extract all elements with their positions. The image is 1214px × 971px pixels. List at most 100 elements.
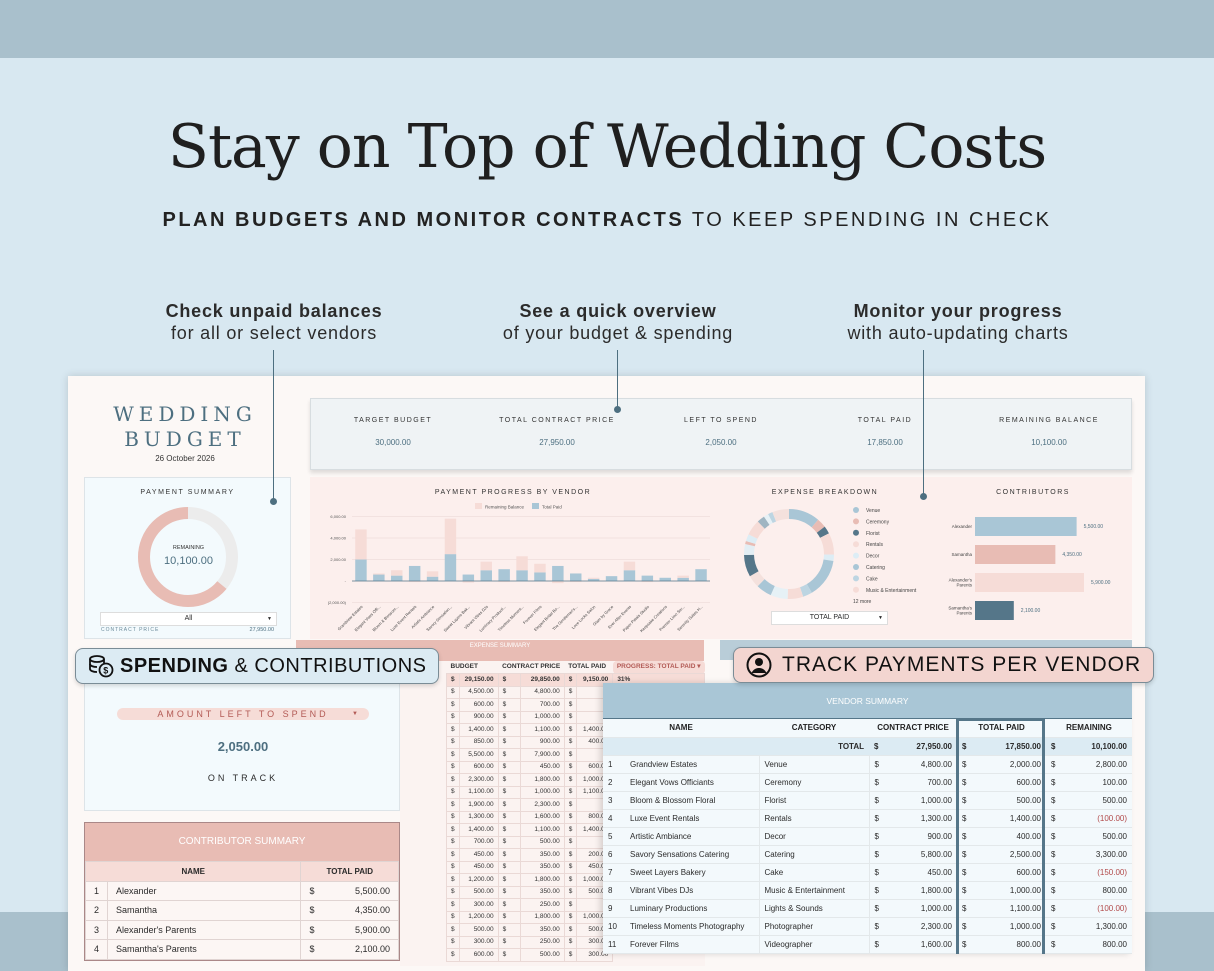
bar-total-paid [641,575,654,581]
legend-label: Ceremony [866,519,890,525]
bar-remaining [570,581,582,583]
metric-selector[interactable]: AMOUNT LEFT TO SPEND ▼ [117,708,369,720]
subtitle-bold: PLAN BUDGETS AND MONITOR CONTRACTS [162,209,685,231]
vendor-row[interactable]: 4 Luxe Event Rentals Rentals $1,300.00 $1,40… [603,809,1132,828]
callout-line [273,350,274,500]
bar-remaining [355,529,367,560]
callout-dot [614,406,621,413]
vendor-row[interactable]: 5 Artistic Ambiance Decor $900.00 $400.00 $50… [603,827,1132,846]
expense-row: $600.00 $500.00 $300.00 [446,948,705,962]
payment-donut [138,507,238,607]
progress-selector[interactable]: PROGRESS: TOTAL PAID ▾ [612,661,705,674]
kpi-label: LEFT TO SPEND [684,417,758,424]
column-header: CONTRACT PRICE [502,663,561,670]
callout-line [617,350,618,408]
expense-row: $5,500.00$7,900.00$- [446,748,705,762]
hero-subtitle: PLAN BUDGETS AND MONITOR CONTRACTS TO KE… [0,209,1214,232]
kpi-4: REMAINING BALANCE 10,100.00 [967,399,1131,469]
donut-paid-segment [138,507,238,607]
track-payments-badge: TRACK PAYMENTS PER VENDOR [733,647,1155,683]
contributor-label: Parents [956,611,972,616]
callout-dot [920,493,927,500]
vendor-row[interactable]: 9 Luminary Productions Lights & Sounds $1,0… [603,899,1132,918]
wedding-date: 26 October 2026 [155,454,215,463]
bar-remaining [408,581,421,583]
bar-remaining [426,571,439,577]
left-to-spend-value: 2,050.00 [217,739,269,754]
expense-header-row: BUDGET CONTRACT PRICE TOTAL PAID PROGRESS: … [447,661,705,674]
coins-icon: $ [89,655,114,678]
expense-row: $300.00 $250.00 $300.00 [446,935,705,949]
contributor-row: 2 Samantha $4,350.00 [84,900,399,921]
contributor-row: 3 Alexander's Parents $5,900.00 [84,919,399,940]
legend-dot [853,575,859,582]
bar-remaining [444,518,457,555]
bar-total-paid [444,554,457,581]
pie-chart-title: EXPENSE BREAKDOWN [772,489,878,496]
contributor-header-row: NAME TOTAL PAID [84,861,399,882]
bar-total-paid [408,565,421,581]
status-label: ON TRACK [207,773,279,783]
legend-label: Venue [866,508,880,514]
legend-swatch [475,503,482,509]
vendor-summary-title: VENDOR SUMMARY [603,683,1132,719]
expense-metric-dropdown[interactable]: TOTAL PAID ▼ [771,611,888,625]
bar-remaining [516,556,528,571]
contributor-bar [975,545,1056,564]
left-to-spend-card: AMOUNT LEFT TO SPEND ▼ 2,050.00 ON TRACK [84,680,400,811]
legend-label: Total Paid [542,505,562,510]
legend-dot [853,541,859,548]
y-tick-label: 2,000.00 [330,557,346,562]
callout-dot [270,498,277,505]
column-header: BUDGET [450,663,478,670]
contributor-value: 5,500.00 [1084,524,1104,530]
hero-title: Stay on Top of Wedding Costs [167,112,1047,182]
expense-row: $2,300.00 $1,800.00 $1,000.00 [446,773,705,787]
kpi-value: 17,850.00 [867,438,903,447]
expense-row: $600.00$700.00$- [446,698,705,712]
y-tick-label: 6,000.00 [330,514,346,519]
legend-dot [853,586,859,593]
bar-total-paid [605,576,618,581]
charts-area: PAYMENT PROGRESS BY VENDOR Remaining Bala… [310,477,1132,639]
legend-dot [853,507,859,513]
kpi-label: TOTAL CONTRACT PRICE [499,417,615,424]
bar-total-paid [462,574,475,581]
legend-dot [853,518,859,525]
legend-swatch [532,503,539,509]
vendor-row[interactable]: 3 Bloom & Blossom Floral Florist $1,000.00 $… [603,791,1132,810]
kpi-label: TOTAL PAID [857,417,913,424]
bar-remaining [534,563,546,573]
bar-total-paid [623,570,636,581]
vendor-row[interactable]: 7 Sweet Layers Bakery Cake $450.00 $600.00 $(… [603,863,1132,882]
vendor-row[interactable]: 11 Forever Films Videographer $1,600.00 $800… [603,935,1132,954]
contributor-bar [975,601,1014,620]
pie-slice [744,509,834,599]
y-tick-label: 4,000.00 [330,536,346,541]
kpi-3: TOTAL PAID 17,850.00 [803,399,967,469]
bar-total-paid [677,577,689,581]
pie-slice [744,509,834,599]
subtitle-rest: TO KEEP SPENDING IN CHECK [684,209,1052,231]
legend-label: Catering [866,565,885,571]
callout-overview: See a quick overview of your budget & spe… [502,301,734,343]
contributor-label: Parents [956,583,972,588]
bar-chart-title: PAYMENT PROGRESS BY VENDOR [435,489,591,496]
bar-remaining [587,577,600,579]
contributor-label: Alexander's [949,578,973,583]
bar-total-paid [516,570,528,581]
contributors-chart-title: CONTRIBUTORS [996,489,1070,496]
payment-summary-card: PAYMENT SUMMARY REMAINING 10,100.00 All ▼… [84,477,291,639]
kpi-label: TARGET BUDGET [353,417,433,424]
vendor-row[interactable]: 2 Elegant Vows Officiants Ceremony $700.00 $… [603,773,1132,792]
legend-dot [853,552,859,559]
pie-slice [744,509,834,599]
vendor-row[interactable]: 1 Grandview Estates Venue $4,800.00 $2,000.0… [603,755,1132,774]
bar-remaining [498,581,510,583]
vendor-row[interactable]: 10 Timeless Moments Photography Photograph… [603,917,1132,936]
vendor-row[interactable]: 8 Vibrant Vibes DJs Music & Entertainment $… [603,881,1132,900]
vendor-row[interactable]: 6 Savory Sensations Catering Catering $5,80… [603,845,1132,864]
vendor-filter-dropdown[interactable]: All ▼ [100,612,277,626]
footer-value: 27,950.00 [249,627,274,633]
contributor-value: 5,900.00 [1091,580,1111,586]
